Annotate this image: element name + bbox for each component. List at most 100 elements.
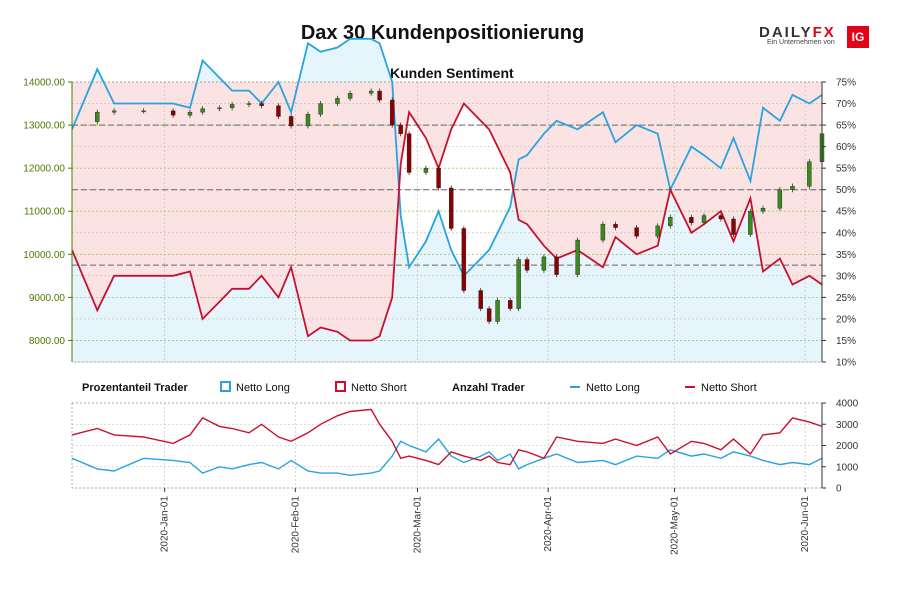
candle-body: [305, 114, 311, 127]
legend-group1-label: Prozentanteil Trader: [82, 382, 188, 394]
candle-body: [760, 208, 766, 212]
candle-body: [461, 228, 467, 291]
candle-body: [288, 116, 294, 127]
candle-body: [170, 110, 176, 116]
candle-body: [575, 239, 580, 275]
logo-wordmark-main: DAILY: [759, 24, 813, 41]
pct-tick-label: 15%: [836, 336, 856, 347]
short-pct-line: [71, 101, 823, 342]
candle-body: [111, 110, 117, 113]
long-count-line: [71, 438, 823, 477]
pct-tick-label: 50%: [836, 185, 856, 196]
pct-tick-label: 70%: [836, 99, 856, 110]
price-tick-label: 10000.00: [23, 250, 65, 261]
pct-tick-label: 10%: [836, 358, 856, 369]
candle-body: [748, 211, 753, 235]
x-tick-label: 2020-Apr-01: [543, 496, 554, 552]
candle-body: [390, 99, 395, 126]
short-area-fill: [72, 82, 822, 341]
count-tick-label: 0: [836, 484, 842, 495]
pct-tick-label: 20%: [836, 314, 856, 325]
count-tick-label: 3000: [836, 420, 859, 431]
candle-body: [718, 215, 724, 220]
candle-body: [613, 223, 618, 228]
pct-tick-label: 65%: [836, 121, 856, 132]
candle-body: [377, 90, 382, 101]
x-tick-label: 2020-Feb-01: [290, 496, 301, 554]
candle-body: [554, 256, 559, 275]
legend-group2-long: Netto Long: [586, 382, 640, 394]
legend-long-swatch: [220, 381, 231, 392]
candle-body: [423, 167, 429, 173]
pct-tick-label: 35%: [836, 250, 856, 261]
candle-body: [398, 124, 403, 134]
candle-body: [541, 256, 547, 271]
count-tick-label: 2000: [836, 441, 859, 452]
logo-wordmark: DAILYFX: [759, 24, 836, 41]
candle-body: [516, 259, 521, 309]
dailyfx-logo: DAILYFX Ein Unternehmen von IG: [755, 24, 870, 52]
candle-body: [689, 217, 694, 224]
main-panel: 8000.00 9000.00 10000.00 11000.00 12000.00 13…: [23, 38, 856, 369]
candle-body: [368, 90, 374, 94]
x-tick-label: 2020-Jun-01: [800, 496, 811, 553]
candle-body: [246, 103, 252, 105]
candle-body: [347, 92, 353, 99]
chart-subtitle: IG Kunden Sentiment: [371, 65, 514, 81]
candle-body: [668, 217, 673, 227]
pct-tick-label: 75%: [836, 78, 856, 89]
price-tick-label: 12000.00: [23, 164, 65, 175]
candle-body: [634, 227, 639, 237]
count-panel: 0 1000 2000 3000 4000 2020-Jan-01 2020-Feb-01 2…: [71, 399, 859, 555]
candle-body: [141, 110, 146, 113]
candle-body: [524, 259, 530, 271]
candle-body: [406, 133, 412, 173]
legend-short-swatch: [335, 381, 346, 392]
long-pct-line: [71, 38, 823, 278]
logo-wordmark-accent: FX: [812, 24, 836, 41]
pct-tick-label: 45%: [836, 207, 856, 218]
pct-tick-label: 55%: [836, 164, 856, 175]
candle-body: [259, 103, 264, 106]
candle-body: [807, 161, 812, 187]
legend-group2-short: Netto Short: [701, 382, 757, 394]
legend-group1-long: Netto Long: [236, 382, 290, 394]
price-tick-label: 13000.00: [23, 121, 65, 132]
count-tick-label: 1000: [836, 462, 859, 473]
logo-tagline: Ein Unternehmen von: [767, 39, 835, 46]
candle-body: [187, 111, 193, 116]
candle-body: [229, 104, 235, 109]
price-tick-label: 8000.00: [29, 336, 66, 347]
legend-group2-label: Anzahl Trader: [452, 382, 525, 394]
pct-tick-label: 25%: [836, 293, 856, 304]
ig-logo-badge: IG: [847, 26, 869, 48]
candle-body: [436, 167, 441, 189]
count-tick-label: 4000: [836, 399, 859, 410]
pct-tick-label: 60%: [836, 142, 856, 153]
candle-body: [655, 225, 660, 237]
candle-body: [495, 300, 500, 322]
legend: Prozentanteil Trader Netto Long Netto Sh…: [82, 381, 757, 394]
price-tick-label: 9000.00: [29, 293, 66, 304]
x-tick-label: 2020-Jan-01: [160, 496, 171, 553]
x-tick-label: 2020-May-01: [670, 496, 681, 555]
candle-body: [200, 108, 205, 113]
pct-tick-label: 40%: [836, 228, 856, 239]
candle-body: [95, 111, 100, 122]
candle-body: [508, 300, 513, 309]
price-tick-label: 11000.00: [24, 207, 65, 218]
price-tick-label: 14000.00: [23, 78, 65, 89]
legend-group1-short: Netto Short: [351, 382, 407, 394]
candle-body: [335, 98, 340, 104]
x-tick-label: 2020-Mar-01: [413, 496, 424, 554]
candle-body: [478, 290, 483, 309]
candle-body: [217, 107, 222, 110]
candle-body: [486, 308, 492, 322]
short-count-line: [71, 408, 823, 466]
candle-body: [449, 187, 454, 229]
candle-body: [318, 103, 323, 115]
candle-body: [731, 218, 736, 235]
pct-tick-label: 30%: [836, 271, 856, 282]
candle-body: [790, 186, 795, 190]
